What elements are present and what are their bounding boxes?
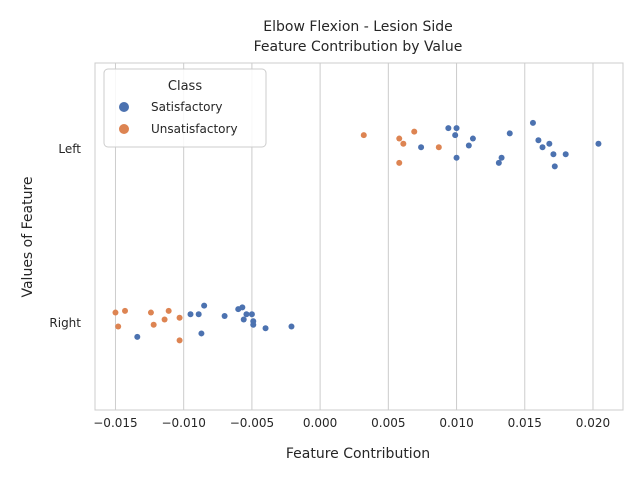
data-point-satisfactory xyxy=(550,151,557,158)
data-point-unsatisfactory xyxy=(112,309,119,316)
data-point-satisfactory xyxy=(134,333,141,340)
x-tick-label: 0.000 xyxy=(303,416,337,430)
data-point-satisfactory xyxy=(195,311,202,318)
data-point-satisfactory xyxy=(453,125,460,132)
data-point-satisfactory xyxy=(288,323,295,330)
data-point-satisfactory xyxy=(562,151,569,158)
data-point-unsatisfactory xyxy=(115,323,122,330)
data-point-satisfactory xyxy=(529,119,536,126)
plot-frame xyxy=(94,62,624,411)
data-point-satisfactory xyxy=(452,132,459,139)
legend-marker-satisfactory xyxy=(119,102,129,112)
data-point-satisfactory xyxy=(248,311,255,318)
data-point-satisfactory xyxy=(546,140,553,147)
data-point-satisfactory xyxy=(498,154,505,161)
data-point-satisfactory xyxy=(239,304,246,311)
data-points xyxy=(112,119,602,344)
data-point-satisfactory xyxy=(595,140,602,147)
data-point-satisfactory xyxy=(495,159,502,166)
data-point-unsatisfactory xyxy=(176,337,183,344)
legend-title: Class xyxy=(168,79,202,94)
data-point-unsatisfactory xyxy=(360,132,367,139)
x-tick-label: −0.010 xyxy=(161,416,205,430)
data-point-unsatisfactory xyxy=(396,159,403,166)
y-tick-label: Right xyxy=(49,316,81,330)
data-point-unsatisfactory xyxy=(176,314,183,321)
data-point-satisfactory xyxy=(551,163,558,170)
chart-title: Elbow Flexion - Lesion Side xyxy=(263,19,452,35)
data-point-unsatisfactory xyxy=(122,307,129,314)
legend-label-satisfactory: Satisfactory xyxy=(151,100,223,114)
x-tick-label: −0.015 xyxy=(93,416,137,430)
legend-box xyxy=(103,68,267,148)
data-point-satisfactory xyxy=(418,144,425,151)
data-point-satisfactory xyxy=(262,325,269,332)
legend: Class Satisfactory Unsatisfactory xyxy=(103,68,267,148)
x-tick-label: 0.020 xyxy=(576,416,610,430)
axes xyxy=(94,62,624,411)
data-point-satisfactory xyxy=(221,313,228,320)
grid-lines xyxy=(114,63,594,410)
y-tick-label: Left xyxy=(58,142,81,156)
x-tick-label: 0.015 xyxy=(508,416,542,430)
data-point-satisfactory xyxy=(453,154,460,161)
data-point-satisfactory xyxy=(240,316,247,323)
data-point-unsatisfactory xyxy=(396,135,403,142)
data-point-unsatisfactory xyxy=(400,140,407,147)
legend-label-unsatisfactory: Unsatisfactory xyxy=(151,122,238,136)
data-point-satisfactory xyxy=(243,311,250,318)
x-tick-label: 0.005 xyxy=(371,416,405,430)
data-point-unsatisfactory xyxy=(411,128,418,135)
data-point-satisfactory xyxy=(250,321,257,328)
data-point-satisfactory xyxy=(539,144,546,151)
data-point-satisfactory xyxy=(465,142,472,149)
x-tick-labels: −0.015 −0.010 −0.005 0.000 0.005 0.010 0.015 0.… xyxy=(93,416,610,430)
data-point-satisfactory xyxy=(187,311,194,318)
data-point-unsatisfactory xyxy=(147,309,154,316)
data-point-satisfactory xyxy=(198,330,205,337)
data-point-unsatisfactory xyxy=(165,307,172,314)
legend-marker-unsatisfactory xyxy=(119,124,129,134)
data-point-satisfactory xyxy=(445,125,452,132)
x-tick-label: 0.010 xyxy=(439,416,473,430)
data-point-satisfactory xyxy=(469,135,476,142)
data-point-unsatisfactory xyxy=(150,321,157,328)
y-axis-label: Values of Feature xyxy=(20,176,36,297)
data-point-satisfactory xyxy=(201,302,208,309)
chart-subtitle: Feature Contribution by Value xyxy=(254,39,463,55)
x-tick-label: −0.005 xyxy=(230,416,274,430)
data-point-satisfactory xyxy=(535,137,542,144)
data-point-satisfactory xyxy=(506,130,513,137)
data-point-unsatisfactory xyxy=(435,144,442,151)
y-tick-labels: Left Right xyxy=(49,142,81,330)
x-axis-label: Feature Contribution xyxy=(286,446,430,462)
data-point-unsatisfactory xyxy=(161,316,168,323)
